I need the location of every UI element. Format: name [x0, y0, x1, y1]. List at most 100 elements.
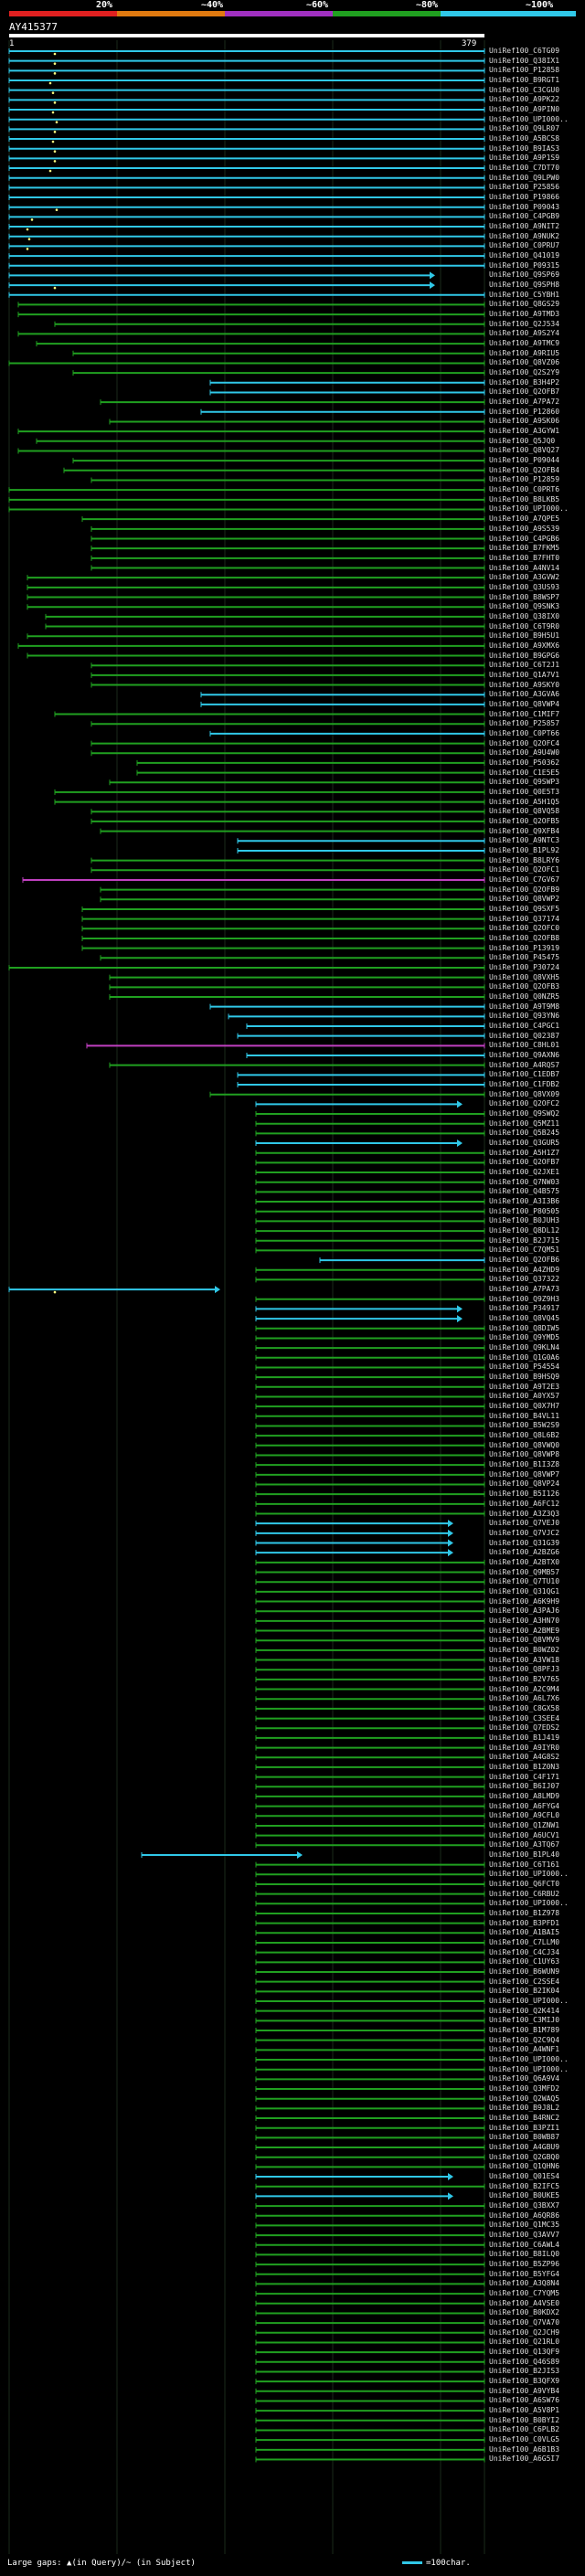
hit-label[interactable]: UniRef100_Q9SWQ2 [489, 1109, 560, 1118]
hit-label[interactable]: UniRef100_A1BAI5 [489, 1928, 560, 1937]
hit-label[interactable]: UniRef100_B1M789 [489, 2026, 560, 2034]
hit-label[interactable]: UniRef100_A6L7X6 [489, 1694, 560, 1703]
hit-label[interactable]: UniRef100_UPI000.. [489, 2064, 569, 2073]
hit-label[interactable]: UniRef100_B3PFD1 [489, 1918, 560, 1927]
hit-label[interactable]: UniRef100_Q93YN6 [489, 1012, 560, 1021]
hit-label[interactable]: UniRef100_Q2WAQ5 [489, 2094, 560, 2103]
hit-label[interactable]: UniRef100_A3PAJ6 [489, 1606, 560, 1616]
hit-label[interactable]: UniRef100_A3VW18 [489, 1655, 560, 1664]
hit-label[interactable]: UniRef100_C7GV67 [489, 875, 560, 884]
hit-label[interactable]: UniRef100_P09315 [489, 260, 560, 270]
hit-label[interactable]: UniRef100_Q2GBQ0 [489, 2152, 560, 2161]
hit-label[interactable]: UniRef100_C6AWL4 [489, 2240, 560, 2249]
hit-label[interactable]: UniRef100_Q8DL12 [489, 1226, 560, 1235]
hit-label[interactable]: UniRef100_A3Z3Q3 [489, 1509, 560, 1518]
hit-label[interactable]: UniRef100_B1PL40 [489, 1850, 560, 1859]
hit-label[interactable]: UniRef100_P09044 [489, 456, 560, 465]
hit-label[interactable]: UniRef100_B0JUH3 [489, 1216, 560, 1225]
hit-label[interactable]: UniRef100_C4CJ34 [489, 1947, 560, 1956]
hit-label[interactable]: UniRef100_UPI000.. [489, 2055, 569, 2064]
hit-label[interactable]: UniRef100_C8HL01 [489, 1041, 560, 1050]
hit-label[interactable]: UniRef100_A6K9H9 [489, 1596, 560, 1606]
hit-label[interactable]: UniRef100_Q31QG1 [489, 1586, 560, 1595]
hit-label[interactable]: UniRef100_B2IK04 [489, 1987, 560, 1996]
hit-label[interactable]: UniRef100_B5I126 [489, 1489, 560, 1499]
hit-label[interactable]: UniRef100_C0PRT6 [489, 485, 560, 494]
hit-label[interactable]: UniRef100_P30724 [489, 962, 560, 971]
hit-label[interactable]: UniRef100_Q02387 [489, 1031, 560, 1040]
hit-label[interactable]: UniRef100_Q8VQ27 [489, 446, 560, 455]
hit-label[interactable]: UniRef100_C6RBU2 [489, 1889, 560, 1898]
hit-label[interactable]: UniRef100_A9IYR0 [489, 1743, 560, 1752]
hit-label[interactable]: UniRef100_C7DT70 [489, 164, 560, 173]
hit-label[interactable]: UniRef100_Q7VEJ0 [489, 1519, 560, 1528]
hit-label[interactable]: UniRef100_Q2OFC4 [489, 738, 560, 747]
hit-label[interactable]: UniRef100_B9J8L2 [489, 2104, 560, 2113]
hit-label[interactable]: UniRef100_A3GVW2 [489, 573, 560, 582]
hit-label[interactable]: UniRef100_A9VYB4 [489, 2386, 560, 2395]
hit-label[interactable]: UniRef100_Q0E5T3 [489, 787, 560, 796]
hit-label[interactable]: UniRef100_A7QPE5 [489, 514, 560, 524]
hit-label[interactable]: UniRef100_UPI000.. [489, 504, 569, 514]
hit-label[interactable]: UniRef100_A4G8S2 [489, 1753, 560, 1762]
hit-label[interactable]: UniRef100_Q38IX0 [489, 611, 560, 620]
hit-label[interactable]: UniRef100_Q2J534 [489, 319, 560, 328]
hit-label[interactable]: UniRef100_A6QR86 [489, 2210, 560, 2220]
hit-label[interactable]: UniRef100_A9TMD3 [489, 310, 560, 319]
hit-label[interactable]: UniRef100_P45475 [489, 953, 560, 962]
hit-label[interactable]: UniRef100_B2JIS3 [489, 2367, 560, 2376]
hit-label[interactable]: UniRef100_Q3AVV7 [489, 2231, 560, 2240]
hit-label[interactable]: UniRef100_Q0NZR5 [489, 991, 560, 1001]
hit-label[interactable]: UniRef100_Q13QF9 [489, 2348, 560, 2357]
hit-label[interactable]: UniRef100_C0PT66 [489, 728, 560, 737]
hit-label[interactable]: UniRef100_Q7NW03 [489, 1177, 560, 1186]
hit-label[interactable]: UniRef100_Q4B575 [489, 1187, 560, 1196]
hit-label[interactable]: UniRef100_A9SKY0 [489, 680, 560, 689]
hit-label[interactable]: UniRef100_C0PRU7 [489, 241, 560, 250]
hit-label[interactable]: UniRef100_A3GYW1 [489, 427, 560, 436]
hit-label[interactable]: UniRef100_C8GX58 [489, 1703, 560, 1712]
hit-label[interactable]: UniRef100_B1Z0N3 [489, 1762, 560, 1771]
hit-label[interactable]: UniRef100_B8LRY6 [489, 855, 560, 864]
hit-label[interactable]: UniRef100_A9TMC9 [489, 339, 560, 348]
hit-label[interactable]: UniRef100_A5H1Z7 [489, 1148, 560, 1157]
hit-label[interactable]: UniRef100_C7QM51 [489, 1246, 560, 1255]
hit-label[interactable]: UniRef100_A3Q8N4 [489, 2279, 560, 2288]
hit-label[interactable]: UniRef100_P12860 [489, 407, 560, 416]
hit-label[interactable]: UniRef100_A9XMX6 [489, 641, 560, 650]
hit-label[interactable]: UniRef100_A9T9M8 [489, 1002, 560, 1011]
hit-label[interactable]: UniRef100_A3GVA6 [489, 690, 560, 699]
hit-label[interactable]: UniRef100_Q8DIW5 [489, 1323, 560, 1332]
hit-label[interactable]: UniRef100_C3MIJ0 [489, 2016, 560, 2025]
hit-label[interactable]: UniRef100_A8LMD9 [489, 1791, 560, 1800]
hit-label[interactable]: UniRef100_Q8VP24 [489, 1479, 560, 1489]
hit-label[interactable]: UniRef100_Q46S89 [489, 2357, 560, 2366]
hit-label[interactable]: UniRef100_Q2OFB6 [489, 1256, 560, 1265]
hit-label[interactable]: UniRef100_Q8VZ06 [489, 358, 560, 367]
hit-label[interactable]: UniRef100_Q1ZNW1 [489, 1820, 560, 1829]
hit-label[interactable]: UniRef100_Q2OFB5 [489, 816, 560, 825]
hit-label[interactable]: UniRef100_P54554 [489, 1362, 560, 1372]
hit-label[interactable]: UniRef100_Q8VWP8 [489, 1450, 560, 1459]
hit-label[interactable]: UniRef100_A6UCV1 [489, 1830, 560, 1839]
hit-label[interactable]: UniRef100_Q9Z9H3 [489, 1294, 560, 1303]
hit-label[interactable]: UniRef100_A5H1Q5 [489, 797, 560, 806]
hit-label[interactable]: UniRef100_A4NV14 [489, 563, 560, 572]
hit-label[interactable]: UniRef100_A6SW76 [489, 2396, 560, 2405]
hit-label[interactable]: UniRef100_Q2JCH9 [489, 2327, 560, 2337]
hit-label[interactable]: UniRef100_Q8VWQ0 [489, 1440, 560, 1449]
hit-label[interactable]: UniRef100_A9T2E3 [489, 1382, 560, 1391]
hit-label[interactable]: UniRef100_A9NUK2 [489, 231, 560, 240]
hit-label[interactable]: UniRef100_A9S2Y4 [489, 329, 560, 338]
hit-label[interactable]: UniRef100_Q2OFB7 [489, 387, 560, 397]
hit-label[interactable]: UniRef100_Q2OFC1 [489, 865, 560, 875]
hit-label[interactable]: UniRef100_A9U4W0 [489, 748, 560, 758]
hit-label[interactable]: UniRef100_Q8VX09 [489, 1089, 560, 1098]
hit-label[interactable]: UniRef100_Q9SNK3 [489, 602, 560, 611]
hit-label[interactable]: UniRef100_A4GBU9 [489, 2143, 560, 2152]
hit-label[interactable]: UniRef100_A9SK06 [489, 417, 560, 426]
hit-label[interactable]: UniRef100_B2J715 [489, 1235, 560, 1245]
hit-label[interactable]: UniRef100_B1Z978 [489, 1908, 560, 1917]
hit-label[interactable]: UniRef100_C4PGC1 [489, 1022, 560, 1030]
hit-label[interactable]: UniRef100_Q37322 [489, 1275, 560, 1284]
